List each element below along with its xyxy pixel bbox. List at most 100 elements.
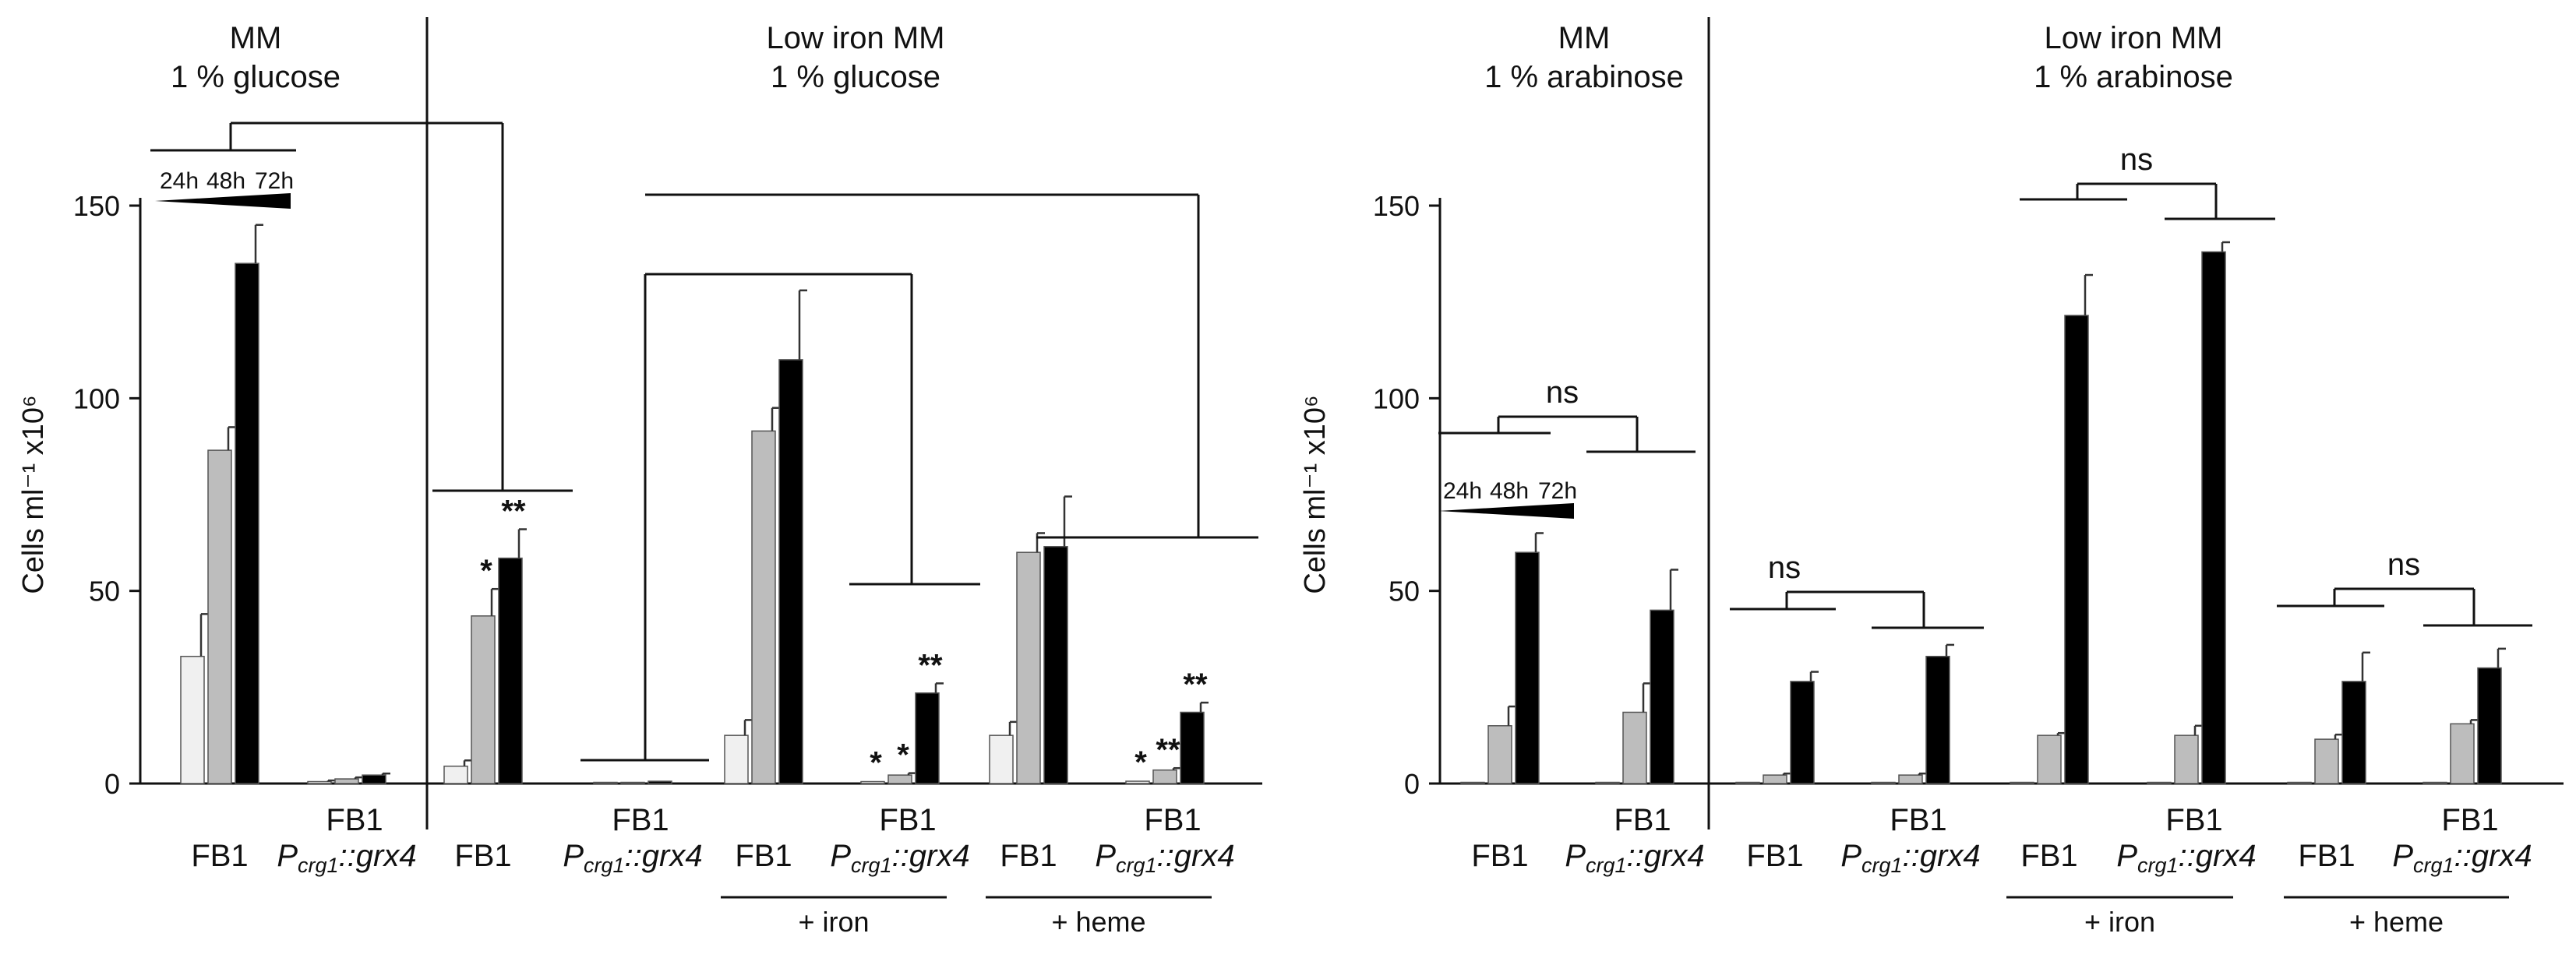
category-label-strain: Pcrg1::grx4 <box>1095 839 1234 877</box>
category-label: FB1 <box>326 803 383 837</box>
category-label-strain: Pcrg1::grx4 <box>277 839 416 877</box>
category-label-strain: Pcrg1::grx4 <box>1840 839 1980 877</box>
section-header: 1 % arabinose <box>1484 60 1684 94</box>
bar <box>778 359 803 784</box>
significance-star: * <box>897 738 909 773</box>
category-label: FB1 <box>2441 803 2498 837</box>
bar <box>2037 734 2062 784</box>
significance-star: * <box>1134 745 1147 780</box>
category-label: FB1 <box>1746 839 1803 873</box>
bar <box>1125 780 1150 784</box>
bar <box>1595 781 1620 784</box>
category-label: FB1 <box>879 803 936 837</box>
section-header: Low iron MM <box>2045 21 2223 55</box>
y-tick-label: 0 <box>104 768 120 800</box>
arabinose-chart: 0 50 100 150 Cells ml⁻¹ x10⁶ MM 1 % arabinose L… <box>1299 17 2564 938</box>
ns-label: ns <box>2387 548 2420 582</box>
section-header: MM <box>230 21 282 55</box>
legend-label: 48h <box>1490 478 1529 504</box>
bar <box>2010 781 2034 784</box>
y-tick-label: 50 <box>1389 576 1420 608</box>
bar <box>1515 551 1540 784</box>
bar <box>620 781 645 784</box>
category-label: FB1 <box>1890 803 1946 837</box>
bar <box>362 774 386 784</box>
bar <box>989 734 1014 784</box>
bar <box>1152 769 1177 784</box>
significance-star: * <box>480 554 492 588</box>
section-header: 1 % glucose <box>171 60 341 94</box>
bar <box>1735 781 1760 784</box>
legend-label: 24h <box>1443 478 1482 504</box>
bar <box>1871 781 1896 784</box>
bar <box>443 765 468 784</box>
significance-star: ** <box>1156 733 1180 767</box>
category-label: FB1 <box>1000 839 1057 873</box>
legend-wedge <box>155 193 291 209</box>
bar <box>2147 781 2172 784</box>
category-label: FB1 <box>735 839 792 873</box>
bar <box>2314 738 2339 784</box>
section-header: 1 % arabinose <box>2034 60 2233 94</box>
glucose-chart: 0 50 100 150 Cells ml⁻¹ x10⁶ MM 1 % glucose Low… <box>17 17 1262 938</box>
category-label: FB1 <box>454 839 511 873</box>
bar <box>1790 681 1815 784</box>
bar <box>2287 781 2312 784</box>
ns-label: ns <box>2120 143 2153 177</box>
bar <box>1622 711 1647 784</box>
y-tick-label: 150 <box>73 190 120 222</box>
category-label: FB1 <box>2020 839 2077 873</box>
bar <box>2341 681 2366 784</box>
bar <box>307 780 332 784</box>
significance-star: ** <box>1183 667 1208 702</box>
bar <box>2174 734 2199 784</box>
bar <box>1925 656 1950 784</box>
legend-label: 24h <box>160 168 199 194</box>
bar <box>1016 551 1041 784</box>
ns-label: ns <box>1768 551 1801 585</box>
category-label-strain: Pcrg1::grx4 <box>830 839 969 877</box>
y-tick-label: 0 <box>1404 768 1420 800</box>
bar <box>2201 251 2226 784</box>
y-axis-label: Cells ml⁻¹ x10⁶ <box>1299 395 1332 593</box>
group-bracket-label: + iron <box>798 906 869 938</box>
legend-label: 48h <box>206 168 245 194</box>
bar <box>751 430 776 784</box>
category-label-strain: Pcrg1::grx4 <box>563 839 702 877</box>
bar <box>724 734 749 784</box>
category-label: FB1 <box>191 839 248 873</box>
y-tick-label: 100 <box>73 382 120 414</box>
significance-star: ** <box>501 495 526 529</box>
category-label: FB1 <box>612 803 669 837</box>
section-header: Low iron MM <box>767 21 945 55</box>
group-bracket-label: + heme <box>2349 906 2444 938</box>
category-label: FB1 <box>2298 839 2355 873</box>
bar <box>207 449 232 784</box>
group-bracket-label: + heme <box>1051 906 1145 938</box>
bar <box>860 780 885 784</box>
group-bracket-label: + iron <box>2084 906 2155 938</box>
bar <box>915 692 940 784</box>
bar <box>887 774 912 784</box>
bar <box>1043 546 1068 784</box>
y-tick-label: 150 <box>1373 190 1420 222</box>
bar <box>2422 781 2447 784</box>
category-label: FB1 <box>1144 803 1201 837</box>
bar <box>1763 774 1787 784</box>
ns-label: ns <box>1546 375 1579 410</box>
bar <box>498 557 523 784</box>
bar <box>2064 315 2089 784</box>
category-label: FB1 <box>1614 803 1671 837</box>
bar <box>1650 609 1674 784</box>
legend-label: 72h <box>1538 478 1577 504</box>
bar <box>2477 667 2502 784</box>
y-tick-label: 50 <box>89 576 120 608</box>
y-tick-label: 100 <box>1373 382 1420 414</box>
significance-star: * <box>870 746 882 780</box>
section-header: 1 % glucose <box>771 60 940 94</box>
bar <box>593 781 618 784</box>
category-label: FB1 <box>1471 839 1528 873</box>
bar <box>1180 711 1205 784</box>
category-label-strain: Pcrg1::grx4 <box>1565 839 1704 877</box>
y-axis-label: Cells ml⁻¹ x10⁶ <box>17 395 50 593</box>
